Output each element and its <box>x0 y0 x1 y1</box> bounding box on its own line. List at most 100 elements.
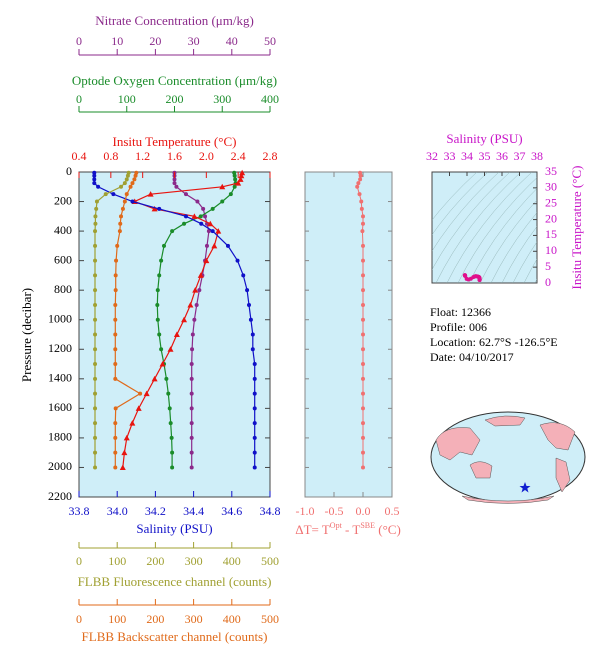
point <box>113 406 118 411</box>
axis-title: Insitu Temperature (°C) <box>569 166 584 290</box>
point <box>113 465 118 470</box>
x-tick-label: 300 <box>185 554 203 568</box>
x-tick-label: 0 <box>76 34 82 48</box>
x-tick-label: 300 <box>185 612 203 626</box>
axis-title-part: SBE <box>360 521 375 530</box>
point <box>92 177 97 182</box>
point <box>119 464 126 470</box>
point <box>190 347 195 352</box>
point <box>113 435 118 440</box>
point <box>189 435 194 440</box>
point <box>130 181 135 186</box>
x-tick-label: 200 <box>146 612 164 626</box>
x-tick-label: 100 <box>108 612 126 626</box>
y-tick-label: 200 <box>54 193 72 207</box>
point <box>190 332 195 337</box>
x-tick-label: 34.0 <box>107 504 128 518</box>
x-tick-label: 500 <box>261 612 279 626</box>
y-tick-label: 2200 <box>48 489 72 503</box>
point <box>96 184 101 189</box>
axis-title: FLBB Fluorescence channel (counts) <box>78 574 272 589</box>
isopycnal <box>432 172 489 235</box>
ts-point <box>477 277 482 282</box>
point <box>122 199 127 204</box>
x-tick-label: 2.0 <box>199 149 214 163</box>
x-tick-label: 34.8 <box>260 504 281 518</box>
point <box>361 391 365 396</box>
point <box>250 332 255 337</box>
point <box>117 229 122 234</box>
point <box>167 346 174 352</box>
x-tick-label: 200 <box>146 554 164 568</box>
point <box>250 347 255 352</box>
point <box>94 206 99 211</box>
point <box>93 465 98 470</box>
point <box>93 435 98 440</box>
x-tick-label: 1.2 <box>135 149 150 163</box>
y-axis-title: Pressure (decibar) <box>19 288 34 382</box>
point <box>233 177 238 182</box>
point <box>115 243 120 248</box>
y-tick-label: 30 <box>545 180 557 194</box>
point <box>125 173 130 178</box>
info-line: Location: 62.7°S -126.5°E <box>430 335 558 349</box>
x-tick-label: 34 <box>461 149 473 163</box>
point <box>151 375 158 382</box>
x-tick-label: 0 <box>76 554 82 568</box>
x-tick-label: 33.8 <box>69 504 90 518</box>
y-tick-label: 1800 <box>48 430 72 444</box>
point <box>121 449 128 456</box>
point <box>93 391 98 396</box>
x-tick-label: 32 <box>426 149 438 163</box>
point <box>164 376 169 381</box>
point <box>361 258 365 263</box>
point <box>93 376 98 381</box>
y-tick-label: 35 <box>545 164 557 178</box>
x-tick-label: 33 <box>444 149 456 163</box>
point <box>155 302 160 307</box>
point <box>151 205 158 212</box>
point <box>94 199 99 204</box>
point <box>361 421 365 426</box>
point <box>103 192 108 197</box>
x-tick-label: 100 <box>108 554 126 568</box>
x-tick-label: -0.5 <box>325 504 344 518</box>
point <box>361 450 365 455</box>
x-tick-label: 400 <box>223 612 241 626</box>
x-tick-label: 0 <box>76 612 82 626</box>
x-tick-label: 20 <box>149 34 161 48</box>
y-tick-label: 25 <box>545 195 557 209</box>
point <box>248 317 253 322</box>
axis-title: ΔT= TOpt - TSBE (°C) <box>295 521 401 537</box>
x-tick-label: 200 <box>166 92 184 106</box>
point <box>113 332 118 337</box>
point <box>174 184 179 189</box>
point <box>239 169 246 176</box>
point <box>187 301 194 308</box>
point <box>232 173 237 178</box>
x-tick-label: 500 <box>261 554 279 568</box>
point <box>157 332 162 337</box>
point <box>93 347 98 352</box>
point <box>235 258 240 263</box>
point <box>128 184 133 189</box>
isopycnal <box>457 177 537 283</box>
point <box>359 199 364 204</box>
point <box>252 421 257 426</box>
point <box>113 450 118 455</box>
y-tick-label: 1000 <box>48 311 72 325</box>
point <box>173 331 180 337</box>
point <box>361 302 365 307</box>
point <box>228 192 233 197</box>
point <box>93 258 98 263</box>
point <box>225 243 230 248</box>
point <box>189 421 194 426</box>
x-tick-label: 35 <box>479 149 491 163</box>
point <box>183 214 188 219</box>
x-tick-label: 2.4 <box>231 149 246 163</box>
point <box>361 288 365 293</box>
point <box>194 302 199 307</box>
point <box>361 221 365 226</box>
point <box>197 288 202 293</box>
point <box>159 347 164 352</box>
